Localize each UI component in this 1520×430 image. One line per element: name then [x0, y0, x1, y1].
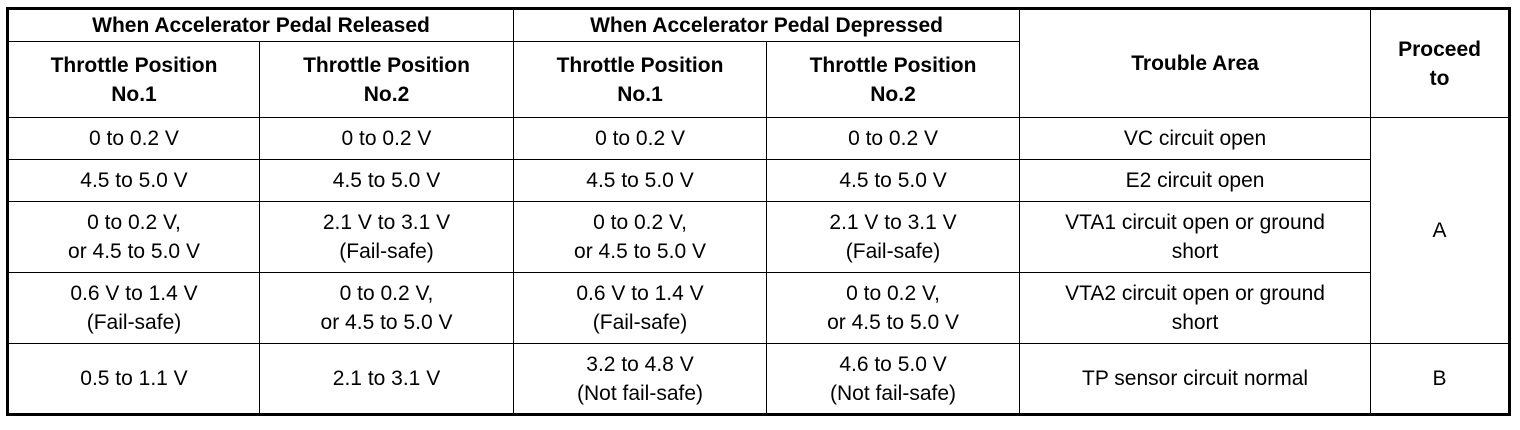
cell-released-tp2: 2.1 to 3.1 V	[258, 343, 515, 415]
table-row: 4.5 to 5.0 V 4.5 to 5.0 V 4.5 to 5.0 V 4…	[7, 159, 1510, 202]
cell-depressed-tp2: 4.6 to 5.0 V (Not fail-safe)	[766, 343, 1021, 415]
cell-trouble-area: VTA1 circuit open or ground short	[1019, 201, 1372, 273]
table-row: 0.6 V to 1.4 V (Fail-safe) 0 to 0.2 V, o…	[7, 272, 1510, 344]
header-pedal-depressed: When Accelerator Pedal Depressed	[513, 8, 1021, 42]
cell-line: (Fail-safe)	[86, 311, 182, 334]
cell-line: 0.5 to 1.1 V	[80, 367, 188, 390]
header-line: Throttle Position	[50, 53, 218, 77]
cell-depressed-tp1: 0.6 V to 1.4 V (Fail-safe)	[513, 272, 768, 344]
cell-line: 4.5 to 5.0 V	[839, 169, 947, 192]
cell-line: (Not fail-safe)	[830, 381, 957, 405]
cell-line: (Fail-safe)	[339, 240, 434, 263]
cell-line: or 4.5 to 5.0 V	[574, 240, 706, 263]
header-line: No.2	[870, 82, 916, 106]
header-trouble-area: Trouble Area	[1019, 8, 1372, 118]
cell-proceed-b: B	[1370, 343, 1511, 415]
cell-trouble-area: VC circuit open	[1019, 117, 1372, 160]
cell-line: 0 to 0.2 V	[595, 127, 685, 150]
cell-released-tp2: 4.5 to 5.0 V	[258, 159, 515, 202]
throttle-position-diagnostic-table: When Accelerator Pedal Released When Acc…	[6, 7, 1512, 416]
header-pedal-released: When Accelerator Pedal Released	[6, 8, 515, 42]
cell-proceed-a: A	[1370, 117, 1511, 344]
cell-depressed-tp1: 4.5 to 5.0 V	[513, 159, 768, 202]
cell-depressed-tp2: 0 to 0.2 V, or 4.5 to 5.0 V	[766, 272, 1021, 344]
table-row: 0 to 0.2 V, or 4.5 to 5.0 V 2.1 V to 3.1…	[7, 201, 1510, 273]
cell-line: short	[1171, 311, 1219, 334]
cell-released-tp2: 0 to 0.2 V, or 4.5 to 5.0 V	[258, 272, 515, 344]
cell-line: VTA2 circuit open or ground	[1065, 282, 1325, 305]
table-row: 0.5 to 1.1 V 2.1 to 3.1 V 3.2 to 4.8 V (…	[7, 343, 1511, 415]
cell-line: (Fail-safe)	[592, 311, 688, 334]
cell-line: 0 to 0.2 V,	[593, 211, 687, 234]
cell-line: TP sensor circuit normal	[1082, 367, 1309, 390]
cell-line: or 4.5 to 5.0 V	[827, 311, 959, 334]
cell-line: or 4.5 to 5.0 V	[320, 311, 453, 334]
header-line: Throttle Position	[809, 53, 977, 77]
cell-line: 4.5 to 5.0 V	[586, 169, 694, 192]
cell-depressed-tp1: 0 to 0.2 V, or 4.5 to 5.0 V	[513, 201, 768, 273]
cell-line: 2.1 V to 3.1 V	[322, 211, 451, 234]
header-proceed-line: Proceed	[1398, 37, 1481, 61]
cell-line: 3.2 to 4.8 V	[586, 352, 694, 376]
header-line: Throttle Position	[556, 53, 724, 77]
cell-line: VC circuit open	[1123, 127, 1267, 150]
cell-line: 4.5 to 5.0 V	[332, 169, 441, 192]
header-depressed-tp1: Throttle Position No.1	[513, 41, 768, 118]
cell-line: 0 to 0.2 V,	[846, 282, 940, 305]
cell-released-tp1: 0 to 0.2 V, or 4.5 to 5.0 V	[7, 201, 260, 273]
cell-trouble-area: VTA2 circuit open or ground short	[1019, 272, 1372, 344]
cell-line: (Fail-safe)	[845, 240, 941, 263]
sub-header-row: Throttle Position No.1 Throttle Position…	[7, 41, 1510, 118]
cell-depressed-tp2: 2.1 V to 3.1 V (Fail-safe)	[766, 201, 1021, 273]
header-line: No.1	[617, 82, 663, 106]
cell-line: or 4.5 to 5.0 V	[68, 240, 200, 263]
cell-released-tp1: 4.5 to 5.0 V	[7, 159, 260, 202]
cell-released-tp1: 0.5 to 1.1 V	[7, 343, 260, 415]
cell-trouble-area: TP sensor circuit normal	[1019, 343, 1372, 415]
cell-line: 2.1 V to 3.1 V	[829, 211, 957, 234]
cell-depressed-tp1: 3.2 to 4.8 V (Not fail-safe)	[513, 343, 768, 415]
cell-depressed-tp2: 0 to 0.2 V	[766, 117, 1021, 160]
cell-line: 0 to 0.2 V,	[87, 211, 181, 234]
cell-line: 0 to 0.2 V	[848, 127, 938, 150]
header-released-tp1: Throttle Position No.1	[7, 41, 260, 118]
cell-line: short	[1171, 240, 1219, 263]
cell-line: 0 to 0.2 V,	[339, 282, 434, 305]
cell-line: 0 to 0.2 V	[341, 127, 432, 150]
header-depressed-tp2: Throttle Position No.2	[766, 41, 1021, 118]
group-header-row: When Accelerator Pedal Released When Acc…	[6, 8, 1511, 118]
cell-line: E2 circuit open	[1125, 169, 1265, 192]
cell-released-tp1: 0.6 V to 1.4 V (Fail-safe)	[7, 272, 260, 344]
header-proceed-to: Proceed to	[1370, 8, 1511, 118]
cell-released-tp1: 0 to 0.2 V	[7, 117, 260, 160]
cell-depressed-tp2: 4.5 to 5.0 V	[766, 159, 1021, 202]
cell-line: 4.6 to 5.0 V	[839, 352, 947, 376]
cell-trouble-area: E2 circuit open	[1019, 159, 1372, 202]
cell-released-tp2: 2.1 V to 3.1 V (Fail-safe)	[258, 201, 515, 273]
cell-line: (Not fail-safe)	[577, 381, 704, 405]
cell-line: 4.5 to 5.0 V	[80, 169, 188, 192]
header-line: No.2	[363, 82, 410, 106]
cell-depressed-tp1: 0 to 0.2 V	[513, 117, 768, 160]
diagnostic-table-container: When Accelerator Pedal Released When Acc…	[6, 7, 1512, 416]
cell-line: VTA1 circuit open or ground	[1065, 211, 1325, 234]
cell-line: 0.6 V to 1.4 V	[70, 282, 198, 305]
header-line: Throttle Position	[303, 53, 470, 77]
header-line: No.1	[111, 82, 157, 106]
cell-line: 0 to 0.2 V	[89, 127, 179, 150]
header-released-tp2: Throttle Position No.2	[258, 41, 515, 118]
header-proceed-line: to	[1429, 66, 1450, 90]
cell-line: 0.6 V to 1.4 V	[576, 282, 704, 305]
cell-line: 2.1 to 3.1 V	[332, 367, 441, 390]
cell-released-tp2: 0 to 0.2 V	[258, 117, 515, 160]
table-row: 0 to 0.2 V 0 to 0.2 V 0 to 0.2 V 0 to 0.…	[7, 117, 1511, 344]
